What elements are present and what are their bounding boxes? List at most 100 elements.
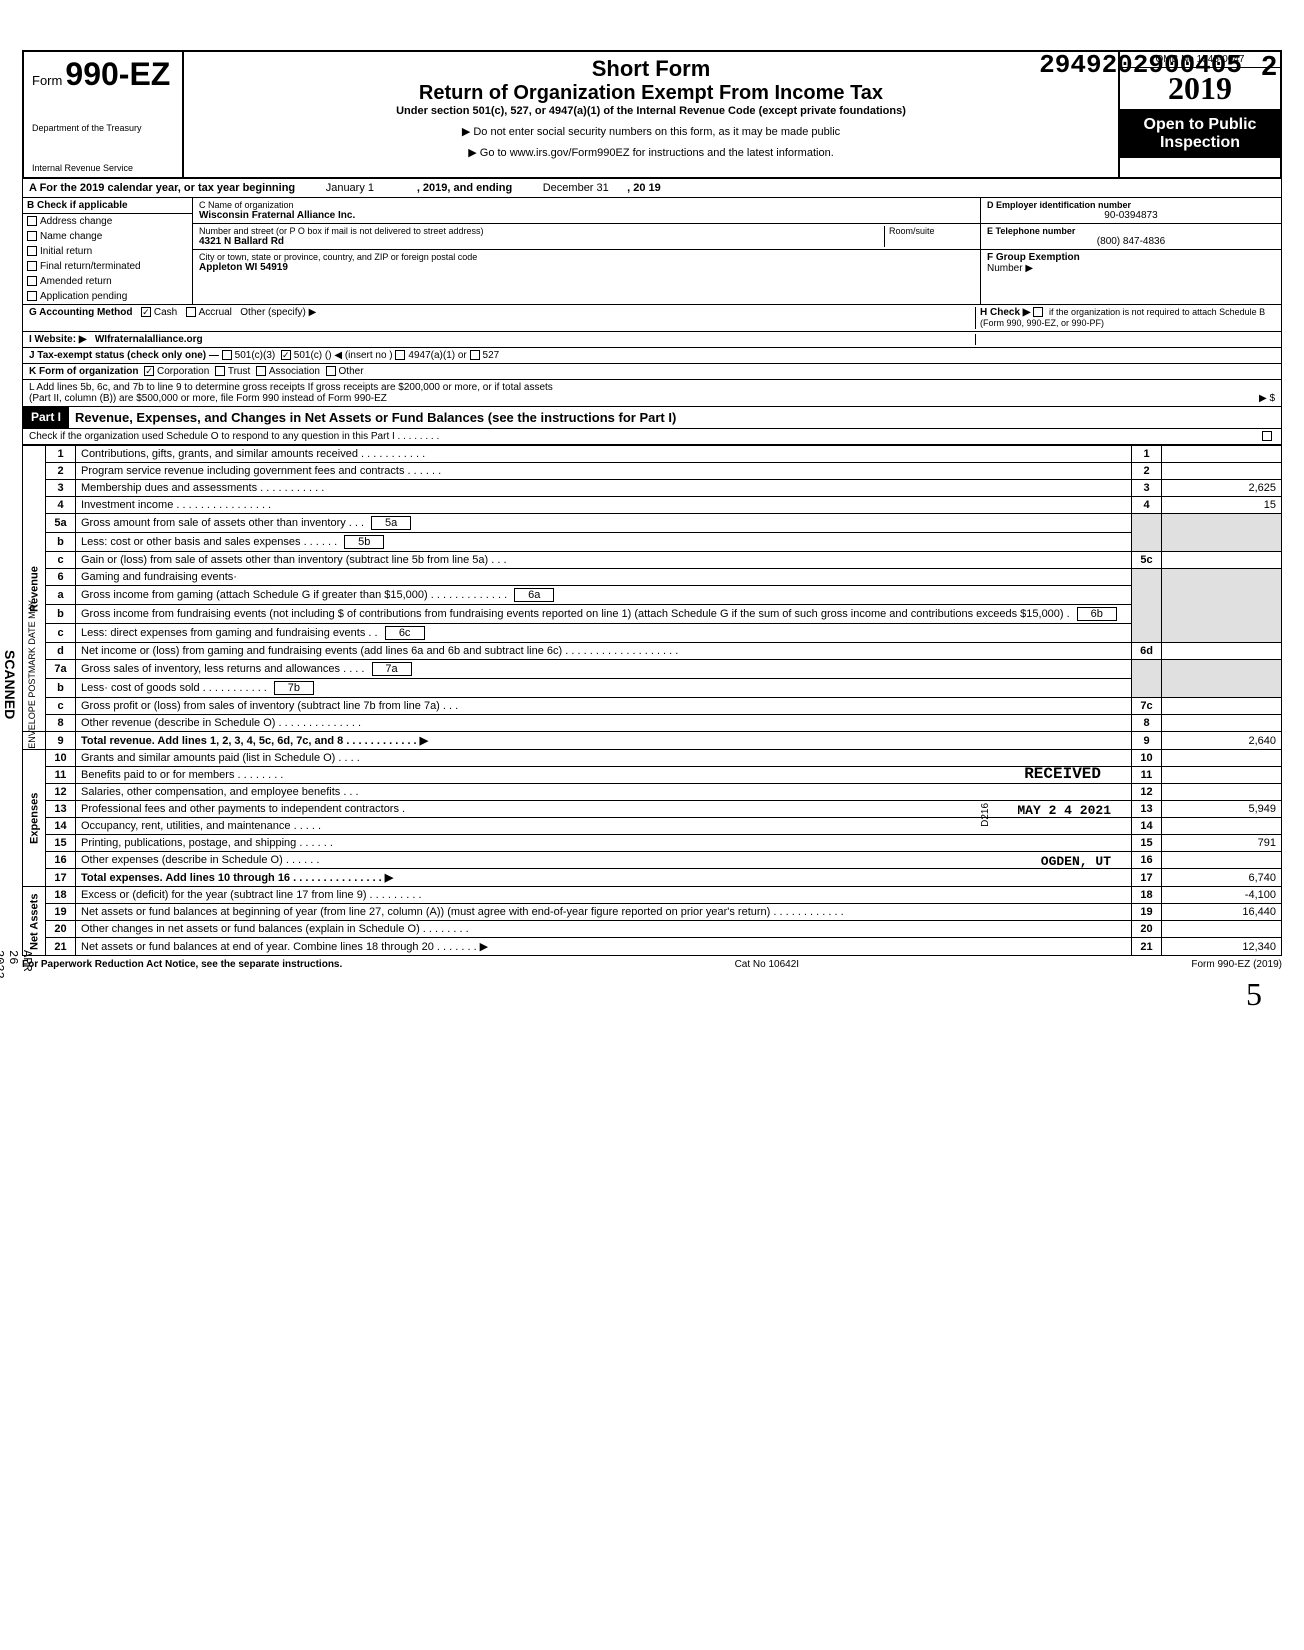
row-k-form-org: K Form of organization ✓Corporation Trus… [22,364,1282,380]
line-desc: Professional fees and other payments to … [76,801,1132,818]
shaded-cell [1132,660,1162,698]
line-desc: Less: cost or other basis and sales expe… [76,533,1132,552]
line-desc: Benefits paid to or for members . . . . … [76,767,1132,784]
form-number-box: Form 990-EZ Department of the Treasury I… [24,52,184,177]
line-desc: Total expenses. Add lines 10 through 16 … [76,869,1132,887]
501c-checkbox[interactable]: ✓ [281,350,291,360]
inner-box-6a: 6a [514,588,554,602]
line-num: 7a [46,660,76,679]
amt-val: 2,625 [1162,480,1282,497]
handwritten-5: 5 [1246,976,1262,1013]
line-desc: Excess or (deficit) for the year (subtra… [76,887,1132,904]
amt-val [1162,818,1282,835]
other-org-checkbox[interactable] [326,366,336,376]
org-name-label: C Name of organization [199,200,974,210]
line-desc: Gross profit or (loss) from sales of inv… [76,698,1132,715]
irs-label: Internal Revenue Service [32,163,174,173]
line-desc: Gross amount from sale of assets other t… [76,514,1132,533]
check-pending[interactable]: Application pending [23,289,192,304]
col-c-org: C Name of organization Wisconsin Fratern… [193,198,981,304]
trust-checkbox[interactable] [215,366,225,376]
check-address[interactable]: Address change [23,214,192,229]
501c3-checkbox[interactable] [222,350,232,360]
4947-checkbox[interactable] [395,350,405,360]
open-public: Open to Public Inspection [1120,110,1280,158]
line-num: 12 [46,784,76,801]
amt-num: 8 [1132,715,1162,732]
form-prefix: Form [32,73,62,88]
amt-num: 19 [1132,904,1162,921]
table-row: 13 Professional fees and other payments … [23,801,1282,818]
line-num: 20 [46,921,76,938]
ein-row: D Employer identification number 90-0394… [981,198,1281,224]
corp-checkbox[interactable]: ✓ [144,366,154,376]
year-begin: January 1 [326,182,374,194]
footer-cat: Cat No 10642I [735,959,800,970]
line-num: 3 [46,480,76,497]
form-number: 990-EZ [65,56,170,92]
footer-row: For Paperwork Reduction Act Notice, see … [22,956,1282,973]
dept-treasury: Department of the Treasury [32,123,174,133]
check-final[interactable]: Final return/terminated [23,259,192,274]
amt-num: 18 [1132,887,1162,904]
amt-val [1162,750,1282,767]
cash-label: Cash [154,307,177,318]
ein-label: D Employer identification number [987,200,1275,210]
shaded-cell [1132,569,1162,643]
l9-text: Total revenue. Add lines 1, 2, 3, 4, 5c,… [81,735,428,747]
org-name-row: C Name of organization Wisconsin Fratern… [193,198,980,224]
received-stamp-text: RECEIVED [1024,765,1101,783]
l13-text: Professional fees and other payments to … [81,803,405,815]
inner-box-6c: 6c [385,626,425,640]
part1-label: Part I [23,407,69,428]
check-name-label: Name change [40,231,102,242]
check-amended[interactable]: Amended return [23,274,192,289]
tracking-number: 2949202900405 [1039,50,1242,80]
check-address-label: Address change [40,216,112,227]
l7a-text: Gross sales of inventory, less returns a… [81,663,364,675]
line-desc: Other revenue (describe in Schedule O) .… [76,715,1132,732]
table-row: Expenses 10 Grants and similar amounts p… [23,750,1282,767]
amt-num: 9 [1132,732,1162,750]
amt-val: 5,949 [1162,801,1282,818]
amt-num: 1 [1132,446,1162,463]
row-a-calendar: A For the 2019 calendar year, or tax yea… [22,179,1282,198]
l-arrow: ▶ $ [1259,393,1275,404]
netassets-side-label: Net Assets [23,887,46,956]
line-desc: Gain or (loss) from sale of assets other… [76,552,1132,569]
expenses-side-label: Expenses [23,750,46,887]
527-checkbox[interactable] [470,350,480,360]
table-row: b Less· cost of goods sold . . . . . . .… [23,679,1282,698]
part1-checkbox[interactable] [1262,431,1272,441]
line-desc: Net assets or fund balances at end of ye… [76,938,1132,956]
assoc-checkbox[interactable] [256,366,266,376]
city-row: City or town, state or province, country… [193,250,980,275]
h-checkbox[interactable] [1033,307,1043,317]
l6b-text: Gross income from fundraising events (no… [81,608,1070,620]
table-row: 21 Net assets or fund balances at end of… [23,938,1282,956]
part1-title: Revenue, Expenses, and Changes in Net As… [69,407,682,428]
j-label: J Tax-exempt status (check only one) — [29,350,219,361]
open-line2: Inspection [1122,134,1278,152]
table-row: a Gross income from gaming (attach Sched… [23,586,1282,605]
goto-url: ▶ Go to www.irs.gov/Form990EZ for instru… [194,146,1108,159]
group-exempt-num: Number ▶ [987,263,1033,274]
amt-val [1162,446,1282,463]
line-num: b [46,605,76,624]
table-row: 14 Occupancy, rent, utilities, and maint… [23,818,1282,835]
check-initial[interactable]: Initial return [23,244,192,259]
table-row: d Net income or (loss) from gaming and f… [23,643,1282,660]
addr-row: Number and street (or P O box if mail is… [193,224,980,250]
l16-text: Other expenses (describe in Schedule O) … [81,854,319,866]
info-grid: B Check if applicable Address change Nam… [22,198,1282,305]
table-row: b Gross income from fundraising events (… [23,605,1282,624]
cash-checkbox[interactable]: ✓ [141,307,151,317]
amt-num: 14 [1132,818,1162,835]
check-name[interactable]: Name change [23,229,192,244]
line-num: 15 [46,835,76,852]
table-row: 17 Total expenses. Add lines 10 through … [23,869,1282,887]
col-def: D Employer identification number 90-0394… [981,198,1281,304]
accrual-checkbox[interactable] [186,307,196,317]
line-desc: Gross sales of inventory, less returns a… [76,660,1132,679]
amt-val [1162,715,1282,732]
